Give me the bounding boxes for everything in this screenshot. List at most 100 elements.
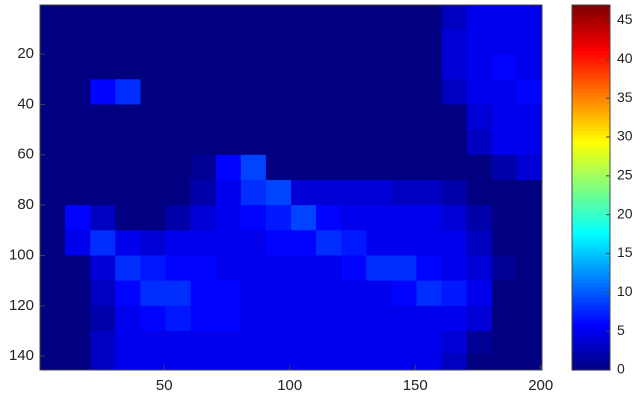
heatmap-cell [165,104,192,131]
heatmap-cell [215,353,242,371]
heatmap-cell [265,353,292,371]
heatmap-cell [466,5,493,30]
heatmap-cell [366,104,392,131]
y-tick-label: 40 [17,95,34,112]
heatmap-cell [165,255,192,282]
y-tick-label: 100 [9,246,34,263]
heatmap-cell [416,230,443,256]
colorbar-segment [572,115,610,120]
colorbar-segment [572,12,610,18]
heatmap-cell [391,179,417,206]
heatmap-cell [366,79,392,105]
heatmap-cell [516,54,543,80]
heatmap-cell [65,129,91,156]
colorbar-segment [572,168,610,173]
colorbar-segment [572,350,610,356]
heatmap-cell [316,129,342,156]
heatmap-cell [366,179,392,206]
colorbar-segment [572,73,610,78]
heatmap-cell [441,154,468,181]
heatmap-cell [90,255,116,282]
heatmap-cell [516,205,543,231]
heatmap-cell [391,205,417,231]
heatmap-cell [316,330,342,355]
heatmap-cell [516,230,543,256]
heatmap-cell [165,54,192,80]
heatmap-cell [416,205,443,231]
heatmap-cell [441,230,468,256]
colorbar-segment [572,316,610,322]
heatmap-cell [65,179,91,206]
heatmap-cell [491,79,518,105]
heatmap-cell [291,5,317,30]
heatmap-cell [140,154,166,181]
colorbar-tick-label: 40 [617,50,633,66]
colorbar-segment [572,354,610,360]
colorbar-segment [572,202,610,208]
heatmap-cell [491,179,518,206]
heatmap-cell [441,255,468,282]
colorbar-segment [572,328,610,333]
heatmap-cell [391,280,417,307]
heatmap-cell [65,205,91,231]
heatmap-cell [316,79,342,105]
colorbar-segment [572,259,610,265]
heatmap-cell [341,330,367,355]
colorbar-segment [572,244,610,249]
heatmap-cell [165,280,192,307]
heatmap-cell [140,28,166,55]
heatmap-cell [140,205,166,231]
colorbar-tick-label: 0 [617,361,625,377]
heatmap-cell [466,129,493,156]
colorbar-segment [572,16,610,21]
heatmap-cell [516,5,543,30]
heatmap-cell [391,154,417,181]
heatmap-cell [516,179,543,206]
colorbar-segment [572,107,610,113]
colorbar-segment [572,5,610,10]
colorbar-segment [572,297,610,303]
heatmap-cell [265,79,292,105]
heatmap-cell [40,330,66,355]
heatmap-cell [366,28,392,55]
heatmap-cell [140,255,166,282]
heatmap-cell [416,104,443,131]
heatmap-cell [115,79,141,105]
heatmap-cell [165,305,192,332]
colorbar-frame [571,4,611,371]
colorbar-tick-label: 20 [617,205,633,221]
heatmap-cell [240,255,267,282]
heatmap-cell [491,330,518,355]
heatmap-cell [265,54,292,80]
heatmap-cell [240,129,267,156]
heatmap-cell [341,154,367,181]
heatmap-cell [441,129,468,156]
colorbar-segment [572,335,610,341]
heatmap-cell [341,353,367,371]
heatmap-cell [341,230,367,256]
colorbar-segment [572,96,610,101]
heatmap-cell [215,205,242,231]
colorbar-segment [572,27,610,33]
heatmap-cell [240,104,267,131]
heatmap-cell [240,305,267,332]
heatmap-cell [291,330,317,355]
heatmap-cell [491,54,518,80]
colorbar-segment [572,229,610,234]
heatmap-cell [466,179,493,206]
y-tick-label: 20 [17,45,34,62]
colorbar-segment [572,145,610,151]
colorbar-segment [572,138,610,143]
heatmap-cell [366,305,392,332]
colorbar-segment [572,274,610,280]
heatmap-cell [65,280,91,307]
heatmap-cell [115,5,141,30]
colorbar-segment [572,153,610,158]
colorbar-segment [572,347,610,352]
x-tick-label: 150 [403,377,428,394]
x-tick-label: 100 [277,377,302,394]
heatmap-cell [466,280,493,307]
colorbar-segment [572,62,610,67]
heatmap-cell [190,330,217,355]
